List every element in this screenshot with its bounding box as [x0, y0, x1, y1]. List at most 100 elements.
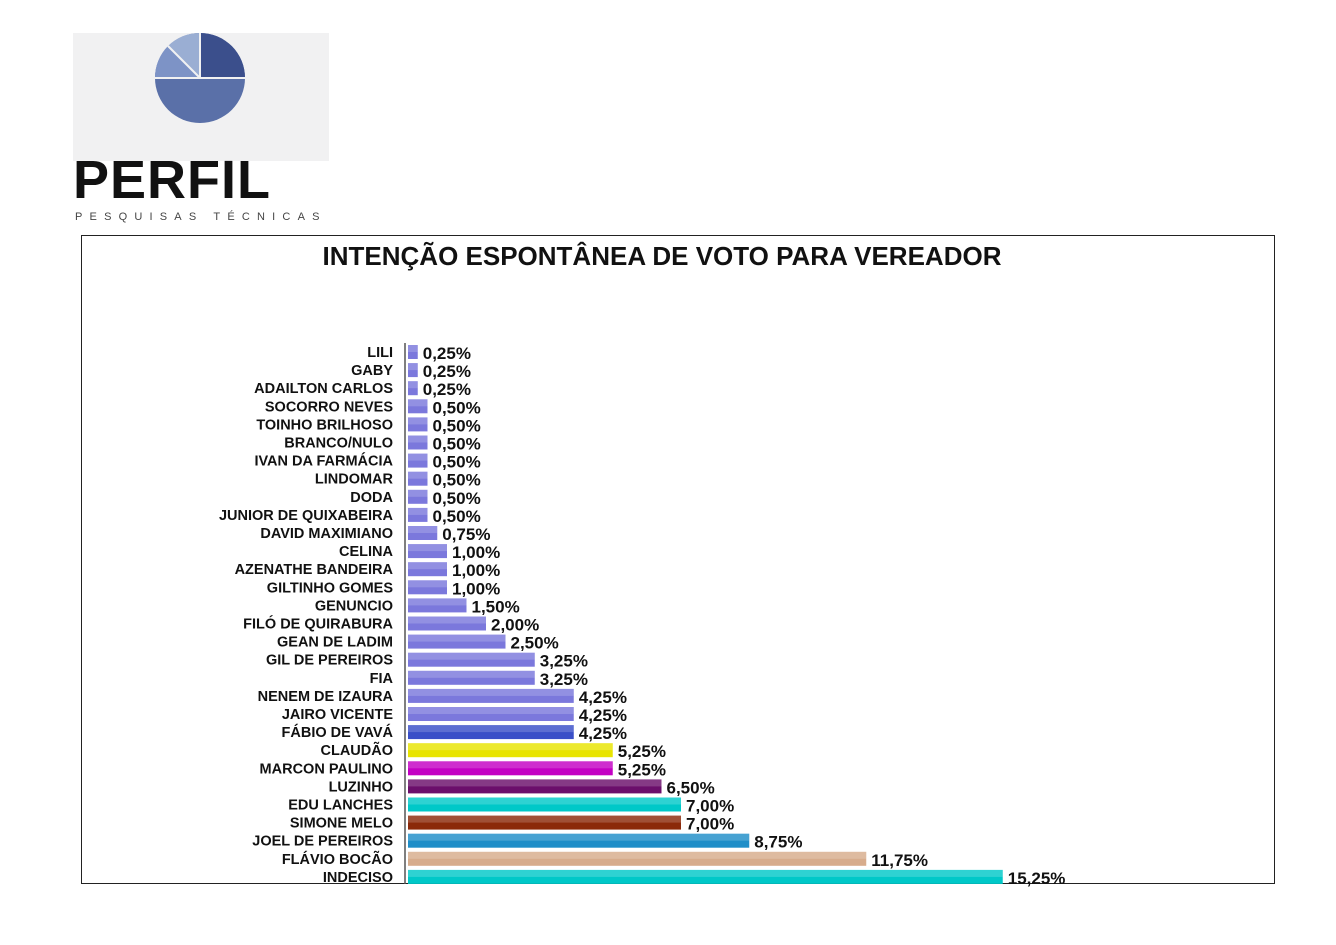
category-label: AZENATHE BANDEIRA — [235, 562, 394, 578]
value-labels: 0,25%0,25%0,25%0,50%0,50%0,50%0,50%0,50%… — [423, 344, 1066, 888]
bar-highlight — [408, 634, 506, 642]
value-label: 1,00% — [452, 579, 500, 598]
bar-highlight — [408, 743, 613, 751]
value-label: 0,50% — [433, 398, 481, 417]
bar-highlight — [408, 707, 574, 714]
bar — [408, 688, 574, 703]
value-label: 5,25% — [618, 760, 666, 779]
bar-highlight — [408, 544, 447, 552]
bar — [408, 743, 613, 758]
bar-highlight — [408, 725, 574, 733]
category-label: GIL DE PEREIROS — [266, 653, 393, 669]
bar — [408, 707, 574, 721]
bar — [408, 616, 486, 631]
category-labels: LILI GABY ADAILTON CARLOS SOCORRO NEVES TOIN… — [219, 345, 394, 886]
category-label: JOEL DE PEREIROS — [252, 834, 393, 850]
bar — [408, 544, 447, 559]
bars — [408, 345, 1003, 884]
bar — [408, 489, 428, 504]
bar — [408, 779, 662, 794]
category-label: CELINA — [339, 544, 394, 560]
value-label: 0,25% — [423, 380, 471, 399]
bar-highlight — [408, 345, 418, 352]
brand-tagline: PESQUISAS TÉCNICAS — [75, 211, 327, 223]
bar-highlight — [408, 598, 467, 606]
value-label: 5,25% — [618, 742, 666, 761]
bar-highlight — [408, 797, 681, 805]
category-label: JAIRO VICENTE — [282, 707, 394, 723]
value-label: 0,50% — [433, 453, 481, 472]
value-label: 0,25% — [423, 344, 471, 363]
bar-highlight — [408, 869, 1003, 877]
value-label: 3,25% — [540, 652, 588, 671]
bar — [408, 453, 428, 468]
value-label: 0,50% — [433, 471, 481, 490]
value-label: 1,00% — [452, 561, 500, 580]
category-label: JUNIOR DE QUIXABEIRA — [219, 508, 394, 524]
pie-logo-icon — [154, 33, 245, 123]
bar — [408, 815, 681, 830]
value-label: 0,75% — [442, 525, 490, 544]
bar — [408, 417, 428, 432]
value-label: 0,25% — [423, 362, 471, 381]
category-label: INDECISO — [323, 870, 393, 886]
perfil-logo: PERFIL PESQUISAS TÉCNICAS — [73, 33, 329, 223]
bar-highlight — [408, 453, 428, 461]
category-label: GENUNCIO — [315, 598, 393, 614]
category-label: GILTINHO GOMES — [267, 580, 394, 596]
category-label: TOINHO BRILHOSO — [256, 417, 393, 433]
category-label: MARCON PAULINO — [260, 761, 393, 777]
category-label: FÁBIO DE VAVÁ — [282, 724, 394, 741]
bar — [408, 580, 447, 595]
value-label: 2,00% — [491, 616, 539, 635]
brand-name: PERFIL — [73, 150, 272, 210]
bar — [408, 851, 867, 866]
value-label: 7,00% — [686, 815, 734, 834]
value-label: 4,25% — [579, 706, 627, 725]
value-label: 1,50% — [472, 597, 520, 616]
bar — [408, 399, 428, 414]
value-label: 2,50% — [511, 634, 559, 653]
bar-highlight — [408, 761, 613, 769]
bar — [408, 562, 447, 577]
chart-title: INTENÇÃO ESPONTÂNEA DE VOTO PARA VEREADO… — [322, 241, 1002, 271]
bar-highlight — [408, 435, 428, 443]
category-label: ADAILTON CARLOS — [254, 381, 393, 397]
bar — [408, 471, 428, 486]
value-label: 0,50% — [433, 489, 481, 508]
value-label: 15,25% — [1008, 869, 1066, 888]
bar-highlight — [408, 526, 438, 533]
value-label: 1,00% — [452, 543, 500, 562]
bar-highlight — [408, 417, 428, 425]
bar — [408, 833, 750, 848]
bar-highlight — [408, 399, 428, 407]
bar-highlight — [408, 779, 662, 787]
bar — [408, 526, 438, 540]
bar-highlight — [408, 381, 418, 389]
bar-highlight — [408, 833, 750, 841]
bar — [408, 670, 535, 685]
category-label: LINDOMAR — [315, 472, 394, 488]
bar-highlight — [408, 580, 447, 588]
value-label: 3,25% — [540, 670, 588, 689]
bar — [408, 345, 418, 359]
bar-highlight — [408, 363, 418, 371]
category-label: LUZINHO — [329, 779, 393, 795]
bar — [408, 725, 574, 740]
bar — [408, 869, 1003, 884]
bar-highlight — [408, 471, 428, 479]
bar — [408, 363, 418, 378]
bar — [408, 598, 467, 613]
bar-highlight — [408, 562, 447, 570]
category-label: SIMONE MELO — [290, 816, 393, 832]
bar-highlight — [408, 489, 428, 497]
category-label: DAVID MAXIMIANO — [260, 526, 393, 542]
category-label: BRANCO/NULO — [284, 436, 393, 452]
value-label: 6,50% — [667, 778, 715, 797]
category-label: CLAUDÃO — [321, 741, 394, 759]
bar-highlight — [408, 507, 428, 515]
category-label: FILÓ DE QUIRABURA — [243, 615, 393, 633]
bar — [408, 381, 418, 396]
bar-highlight — [408, 652, 535, 660]
